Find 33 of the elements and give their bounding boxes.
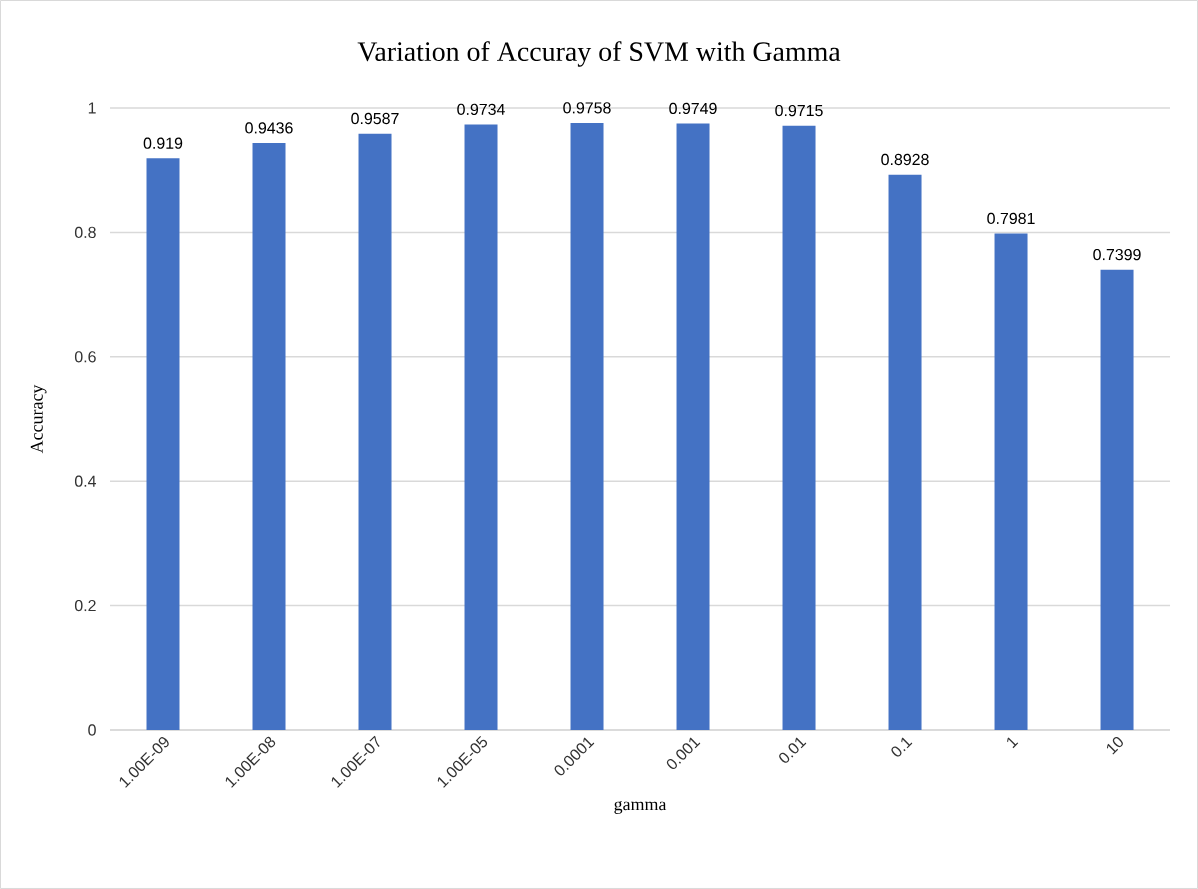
bar	[782, 125, 816, 730]
x-tick-label: 1	[1007, 737, 1019, 749]
data-label: 0.9758	[563, 102, 611, 114]
chart-title: Variation of Accuray of SVM with Gamma	[357, 41, 841, 67]
data-label: 0.9734	[457, 103, 505, 116]
bar	[676, 123, 710, 730]
bar	[146, 158, 180, 730]
y-tick-label: 1	[88, 102, 96, 114]
y-tick-label: 0.8	[74, 226, 96, 239]
data-label: 0.7981	[987, 212, 1035, 225]
x-tick-label: 0.01	[779, 737, 807, 763]
x-axis-title: gamma	[614, 800, 667, 814]
data-label: 0.7399	[1093, 248, 1141, 261]
data-label: 0.919	[143, 137, 183, 149]
data-label: 0.9587	[351, 112, 399, 125]
bar	[1100, 269, 1134, 730]
bar	[252, 143, 286, 730]
x-tick-label: 10	[1106, 737, 1123, 755]
data-label: 0.9715	[775, 104, 823, 117]
y-axis-title: Accuracy	[30, 384, 47, 454]
bar	[570, 123, 604, 730]
bar	[994, 233, 1028, 730]
y-tick-label: 0.4	[74, 475, 97, 487]
bar	[888, 174, 922, 730]
bar	[464, 124, 498, 730]
y-tick-label: 0	[88, 724, 96, 736]
data-label: 0.9749	[669, 102, 717, 115]
bar	[358, 133, 392, 730]
y-tick-label: 0.6	[74, 351, 96, 363]
data-label: 0.9436	[245, 122, 293, 134]
y-tick-label: 0.2	[74, 599, 96, 612]
x-tick-label: 0.1	[891, 737, 913, 757]
data-label: 0.8928	[881, 153, 929, 166]
